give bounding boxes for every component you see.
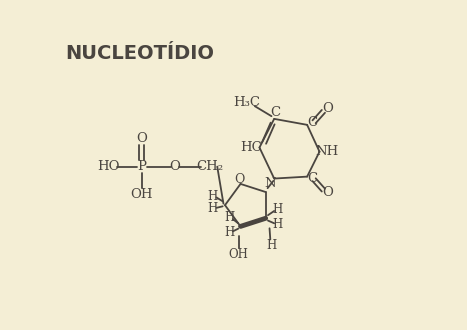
Text: H₃C: H₃C: [233, 96, 260, 109]
Text: OH: OH: [229, 248, 248, 261]
Text: O: O: [322, 186, 333, 199]
Text: H: H: [207, 190, 218, 203]
Text: HO: HO: [98, 160, 120, 173]
Text: H: H: [272, 217, 283, 231]
Text: H: H: [225, 212, 235, 224]
Text: HC: HC: [240, 141, 262, 154]
Text: NH: NH: [316, 145, 339, 158]
Text: C: C: [270, 106, 280, 119]
Text: O: O: [169, 160, 180, 173]
Text: CH₂: CH₂: [196, 160, 223, 173]
Text: O: O: [234, 173, 245, 186]
Text: P: P: [137, 160, 146, 173]
Text: OH: OH: [130, 188, 153, 201]
Text: H: H: [266, 240, 276, 252]
Text: O: O: [136, 132, 147, 146]
Text: C: C: [307, 172, 318, 185]
Text: H: H: [207, 202, 218, 215]
Text: C: C: [307, 116, 318, 129]
Text: H: H: [225, 226, 235, 239]
Text: O: O: [322, 102, 333, 115]
Text: NUCLEOTÍDIO: NUCLEOTÍDIO: [65, 44, 214, 63]
Text: N: N: [264, 178, 276, 190]
Text: H: H: [272, 203, 283, 216]
